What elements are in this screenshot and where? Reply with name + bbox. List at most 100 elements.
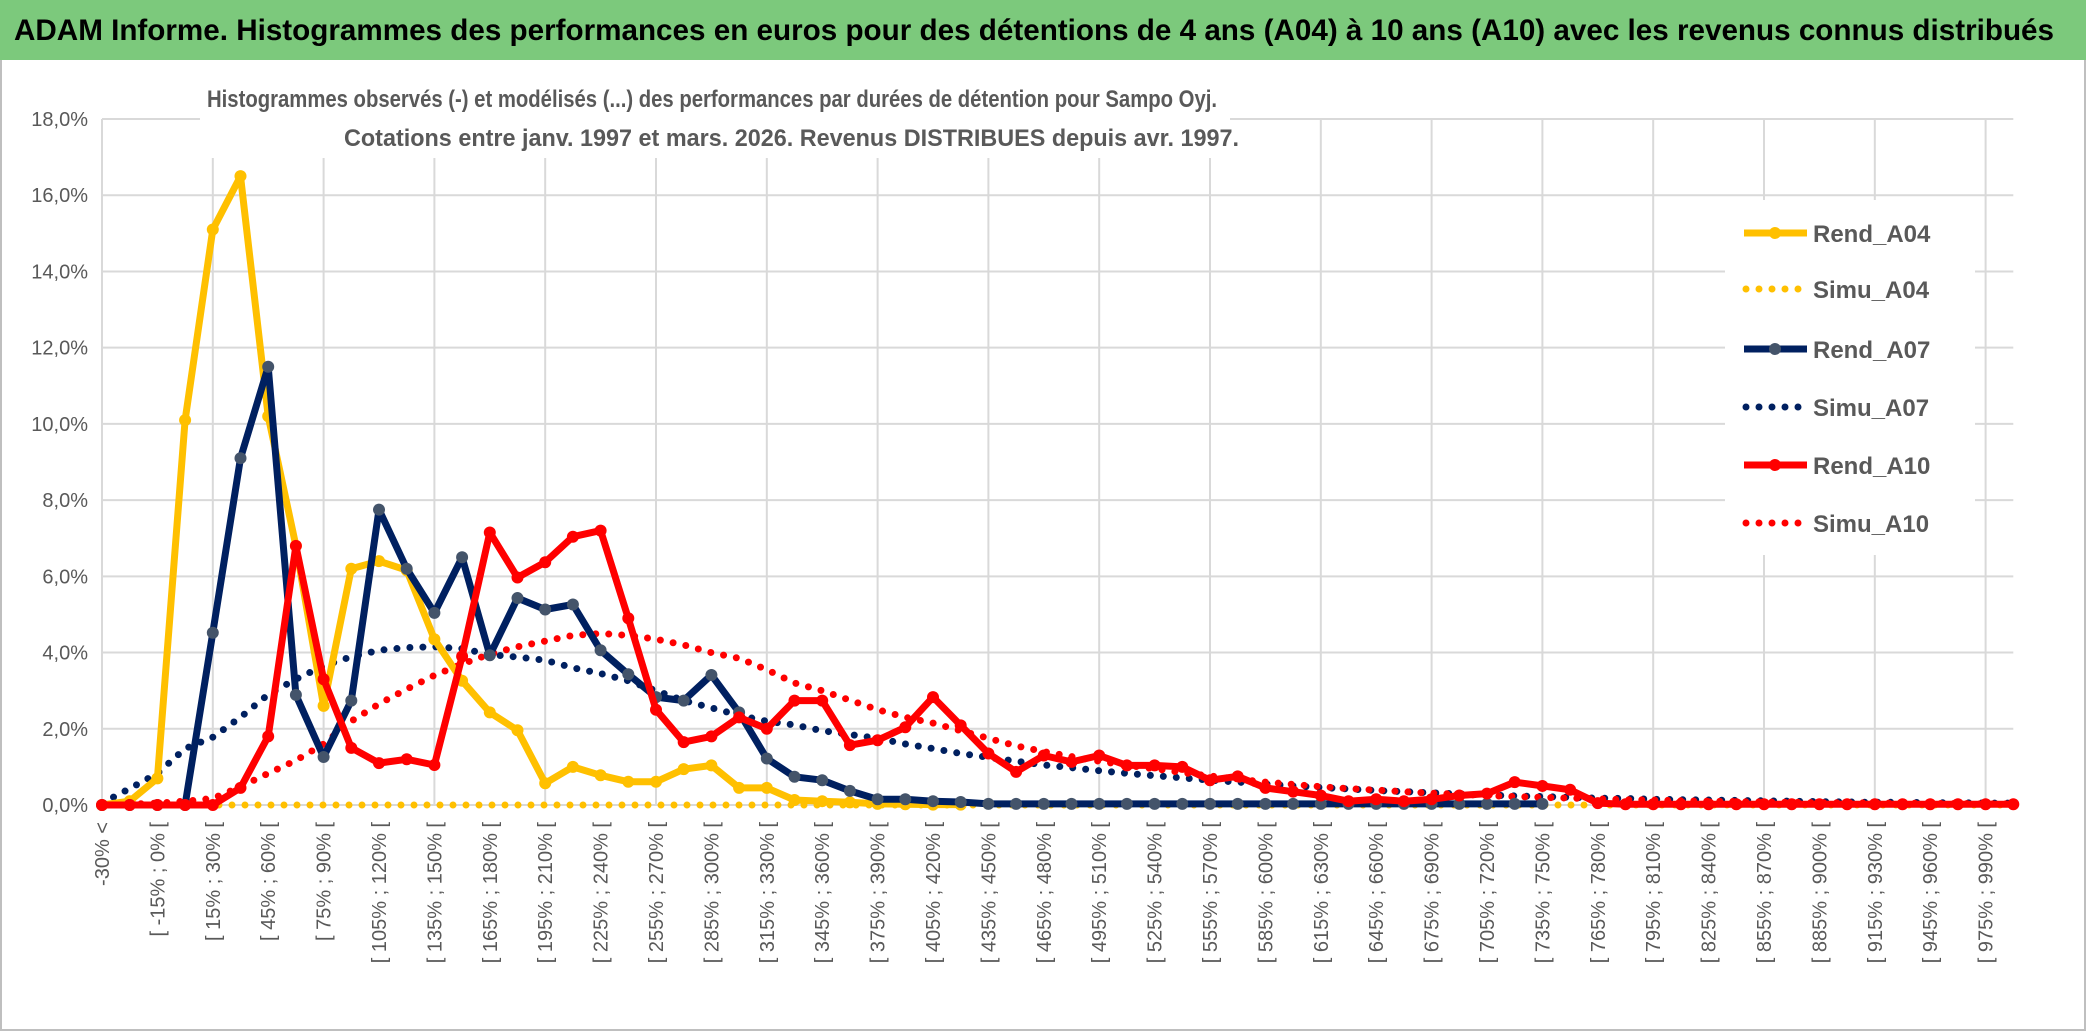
data-point — [289, 688, 302, 701]
x-tick-label: [ 615% ; 630% [ — [1311, 822, 1333, 964]
x-tick-label: [ 975% ; 990% [ — [1976, 822, 1998, 964]
data-point — [1508, 776, 1521, 789]
data-point — [1231, 770, 1244, 783]
data-point — [317, 673, 330, 686]
data-point — [954, 719, 967, 732]
data-point — [705, 669, 718, 682]
x-tick-label: -30% < — [92, 822, 114, 886]
data-point — [1287, 797, 1300, 810]
data-point — [539, 777, 552, 790]
data-point — [1342, 795, 1355, 808]
data-point — [1453, 797, 1466, 810]
y-tick-label: 14,0% — [31, 261, 88, 283]
x-tick-label: [ 825% ; 840% [ — [1699, 822, 1721, 964]
x-tick-label: [ 525% ; 540% [ — [1145, 822, 1167, 964]
page-title: ADAM Informe. Histogrammes des performan… — [14, 14, 2054, 47]
data-point — [373, 555, 385, 568]
title-bar: ADAM Informe. Histogrammes des performan… — [0, 0, 2086, 60]
data-point — [179, 414, 192, 427]
data-point — [234, 170, 247, 183]
data-point — [622, 775, 635, 788]
data-point — [1010, 765, 1023, 778]
data-point — [1425, 793, 1438, 806]
x-tick-label: [ 555% ; 570% [ — [1200, 822, 1222, 964]
data-point — [206, 223, 219, 236]
data-point — [1148, 759, 1161, 772]
data-point — [843, 796, 856, 809]
data-point — [594, 524, 607, 537]
chart-title: Histogrammes observés (-) et modélisés (… — [200, 78, 1239, 158]
data-point — [234, 781, 247, 794]
data-point — [733, 711, 746, 724]
data-point — [317, 750, 330, 763]
x-tick-label: [ 135% ; 150% [ — [424, 822, 446, 964]
data-point — [1314, 797, 1327, 810]
legend-item-rend-a07: Rend_A07 — [1744, 337, 1930, 364]
data-point — [1037, 797, 1050, 810]
legend-label: Rend_A10 — [1813, 453, 1930, 480]
data-point — [1259, 781, 1272, 794]
series-group — [96, 170, 2020, 811]
y-tick-label: 16,0% — [31, 185, 88, 207]
y-tick-label: 2,0% — [42, 719, 88, 741]
data-point — [123, 799, 136, 811]
data-point — [594, 769, 607, 782]
x-tick-label: [ 915% ; 930% [ — [1865, 822, 1887, 964]
x-tick-label: [ 105% ; 120% [ — [369, 822, 391, 964]
data-point — [1453, 789, 1466, 802]
data-point — [1176, 797, 1189, 810]
data-point — [927, 795, 939, 808]
series-line — [102, 527, 2014, 809]
data-point — [566, 530, 579, 543]
data-point — [871, 734, 884, 747]
data-point — [1868, 798, 1881, 811]
data-point — [650, 703, 662, 716]
x-tick-label: [ 675% ; 690% [ — [1422, 822, 1444, 964]
data-point — [206, 799, 219, 811]
x-tick-label: [ 225% ; 240% [ — [591, 822, 613, 964]
data-point — [345, 741, 358, 754]
data-point — [483, 706, 496, 719]
data-point — [1896, 798, 1909, 811]
data-point — [2007, 798, 2020, 811]
data-point — [456, 650, 469, 663]
x-tick-label: [ 765% ; 780% [ — [1588, 822, 1610, 964]
data-point — [871, 793, 884, 806]
data-point — [317, 699, 330, 712]
y-tick-label: 6,0% — [42, 566, 88, 588]
data-point — [843, 739, 856, 752]
x-tick-label: [ 15% ; 30% [ — [203, 822, 225, 941]
legend-item-simu-a10: Simu_A10 — [1742, 511, 1929, 538]
data-point — [1536, 797, 1549, 810]
y-tick-label: 4,0% — [42, 643, 88, 665]
data-point — [816, 795, 829, 808]
legend-marker — [1769, 459, 1781, 471]
data-point — [1564, 783, 1577, 796]
data-point — [1702, 798, 1715, 811]
data-point — [1148, 797, 1161, 810]
data-point — [1785, 798, 1798, 811]
y-tick-label: 10,0% — [31, 414, 88, 436]
data-point — [1287, 785, 1300, 798]
data-point — [179, 799, 192, 811]
data-point — [622, 612, 635, 625]
data-point — [677, 736, 690, 749]
data-point — [400, 562, 413, 575]
data-point — [843, 784, 856, 797]
data-point — [400, 753, 413, 766]
data-point — [677, 694, 690, 707]
data-point — [1481, 787, 1493, 800]
data-point — [1591, 797, 1604, 810]
title-bar-background — [0, 0, 2086, 60]
legend-label: Simu_A07 — [1813, 395, 1929, 422]
x-tick-label: [ 75% ; 90% [ — [314, 822, 336, 941]
data-point — [1924, 798, 1937, 811]
data-point — [733, 781, 746, 794]
x-tick-label: [ 45% ; 60% [ — [258, 822, 280, 941]
data-point — [373, 503, 385, 516]
data-point — [1674, 798, 1687, 811]
legend-label: Rend_A04 — [1813, 221, 1931, 248]
legend-item-simu-a04: Simu_A04 — [1742, 277, 1930, 304]
data-point — [705, 730, 718, 743]
x-tick-label: [ 585% ; 600% [ — [1255, 822, 1277, 964]
